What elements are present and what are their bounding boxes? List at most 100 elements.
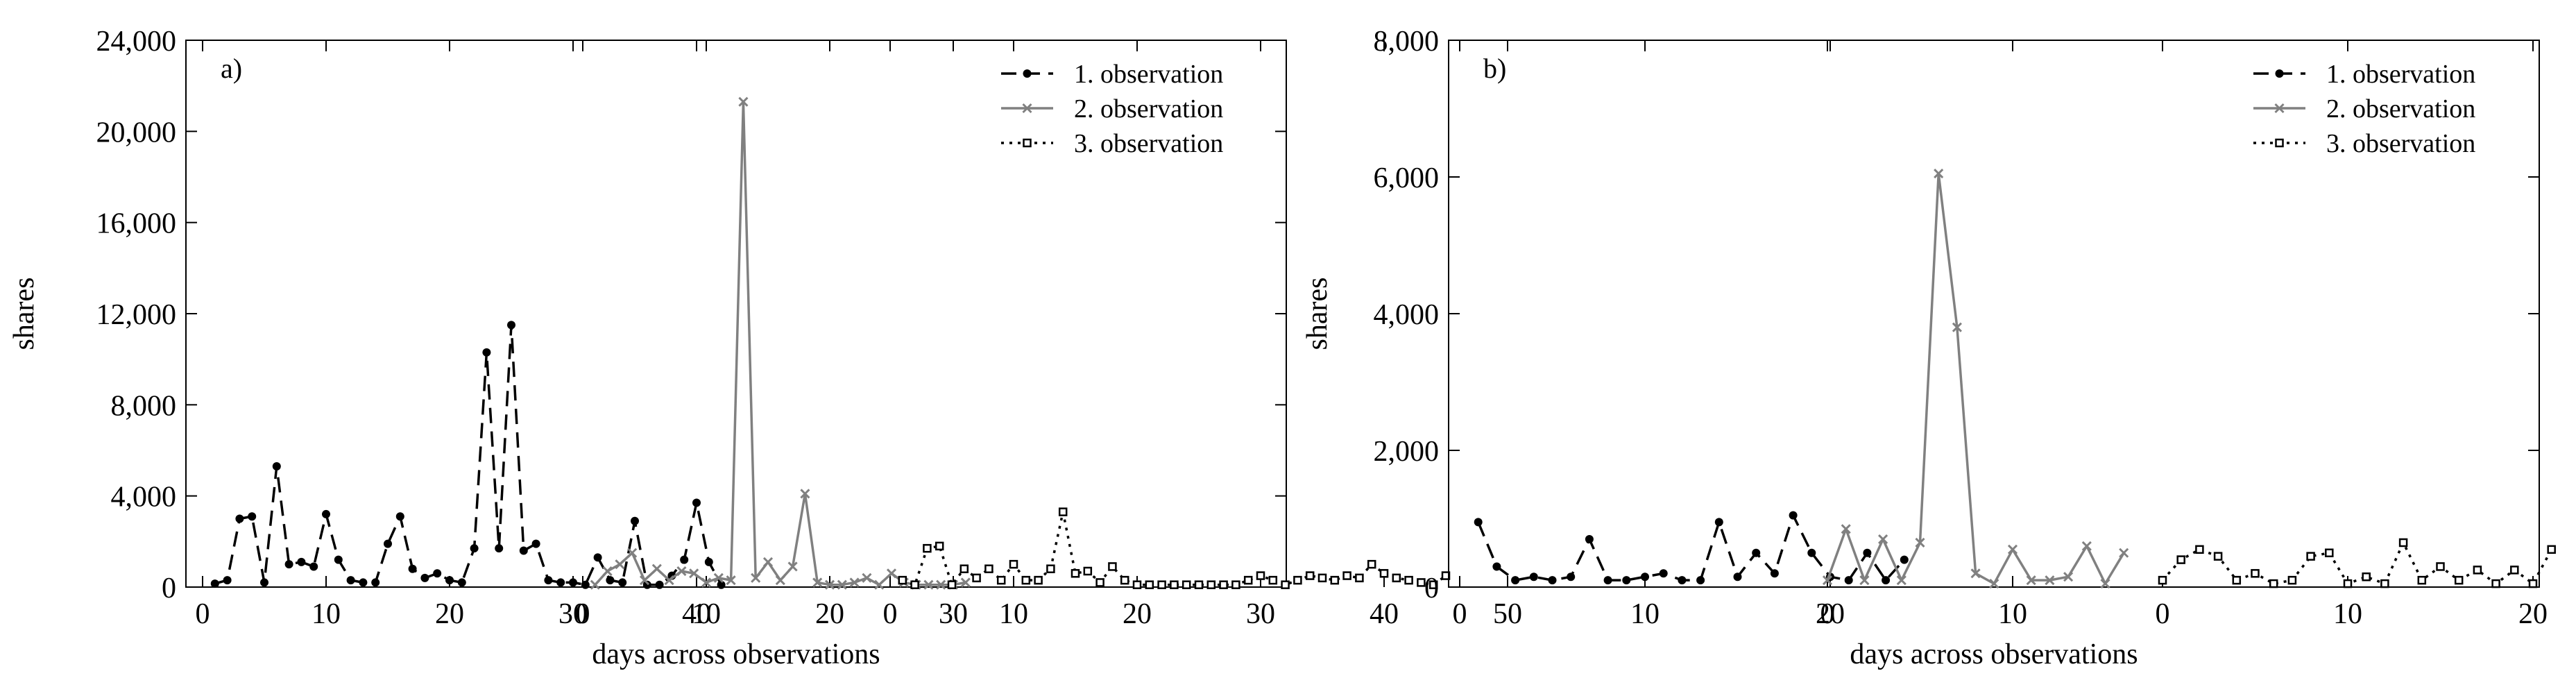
data-point-stroke	[1859, 575, 1870, 586]
data-point	[651, 563, 662, 574]
data-point	[2251, 569, 2260, 578]
data-point-stroke	[615, 559, 625, 570]
data-point	[433, 569, 442, 578]
data-point	[704, 557, 713, 566]
data-point	[1696, 576, 1705, 585]
data-point	[2343, 579, 2353, 588]
data-point	[1170, 580, 1179, 589]
data-point	[1567, 572, 1576, 582]
data-point	[1392, 573, 1401, 583]
data-point	[334, 555, 343, 564]
data-point-stroke	[701, 577, 712, 588]
data-point	[606, 576, 615, 585]
series-2	[590, 96, 971, 590]
data-point	[470, 544, 479, 553]
data-point	[631, 516, 639, 525]
data-point	[1882, 576, 1891, 585]
legend-label: 3. observation	[1074, 129, 1223, 158]
x-tick-label: 0	[1820, 598, 1835, 630]
data-point	[1789, 511, 1798, 520]
data-point-stroke	[960, 577, 971, 588]
data-point	[923, 579, 934, 590]
data-point-stroke	[2007, 544, 2018, 554]
data-point	[972, 573, 981, 583]
data-point-stroke	[812, 577, 823, 588]
data-point	[1145, 580, 1154, 589]
data-point	[322, 509, 330, 518]
data-point	[1896, 575, 1907, 586]
legend-label: 2. observation	[1074, 94, 1223, 124]
data-point	[2007, 544, 2018, 554]
data-point-stroke	[1989, 579, 1999, 589]
data-point	[1355, 573, 1364, 583]
data-point-stroke	[775, 575, 785, 586]
data-point	[590, 579, 600, 590]
data-point-stroke	[1841, 524, 1851, 534]
x-tick-label: 0	[576, 598, 590, 630]
x-tick-label: 20	[1123, 598, 1152, 630]
data-point	[1071, 569, 1080, 578]
data-point	[984, 564, 993, 573]
data-point	[2213, 552, 2223, 561]
legend-label: 1. observation	[1074, 60, 1223, 89]
data-point	[787, 561, 798, 572]
data-point	[2045, 575, 2055, 586]
data-point	[1367, 559, 1376, 569]
data-point-stroke	[689, 568, 699, 579]
data-point-stroke	[874, 579, 885, 590]
data-point	[689, 568, 699, 579]
data-point	[1281, 580, 1290, 589]
data-point	[569, 578, 577, 587]
data-point-stroke	[2119, 548, 2129, 558]
x-tick-label: 20	[815, 598, 844, 630]
data-point	[1120, 575, 1129, 585]
y-tick-label: 8,000	[111, 390, 177, 422]
data-point-stroke	[923, 579, 934, 590]
panel-label: a)	[221, 53, 242, 84]
data-point	[910, 580, 919, 589]
data-point	[223, 576, 232, 585]
legend-label: 2. observation	[2326, 94, 2475, 124]
legend: 1. observation 2. observation 3. observati…	[2253, 60, 2475, 158]
data-point	[1206, 580, 1216, 589]
x-tick-label: 30	[939, 598, 968, 630]
series-line	[214, 323, 723, 586]
data-point	[507, 321, 515, 330]
data-point	[680, 555, 689, 564]
data-point	[235, 514, 244, 523]
data-point	[1108, 562, 1117, 571]
data-point	[2158, 575, 2167, 585]
x-tick-label: 30	[558, 598, 588, 630]
data-point	[1878, 534, 1888, 545]
data-point	[531, 539, 540, 548]
data-point	[713, 572, 724, 583]
y-tick-label: 20,000	[96, 117, 177, 149]
data-point	[371, 578, 380, 587]
data-point	[1770, 569, 1779, 578]
data-point	[898, 575, 907, 585]
data-point-stroke	[800, 489, 810, 499]
data-point	[947, 580, 957, 589]
data-point	[581, 580, 590, 589]
data-point	[751, 572, 761, 583]
data-point	[2119, 548, 2129, 558]
data-point	[1132, 580, 1142, 589]
y-tick-label: 24,000	[96, 26, 177, 58]
data-point	[1807, 548, 1816, 557]
data-point-stroke	[2081, 541, 2092, 551]
data-point	[593, 553, 602, 562]
data-point	[2510, 566, 2519, 575]
y-axis-title: shares	[1302, 278, 1333, 350]
data-point	[1034, 575, 1043, 585]
data-point	[1417, 578, 1426, 587]
data-point	[960, 577, 971, 588]
data-point-stroke	[590, 579, 600, 590]
data-point	[1659, 569, 1668, 578]
data-point-stroke	[936, 579, 946, 590]
data-point	[874, 579, 885, 590]
data-point	[2275, 138, 2284, 148]
x-tick-label: 10	[1630, 598, 1660, 630]
data-point	[1915, 537, 1925, 548]
data-point	[2269, 579, 2278, 588]
